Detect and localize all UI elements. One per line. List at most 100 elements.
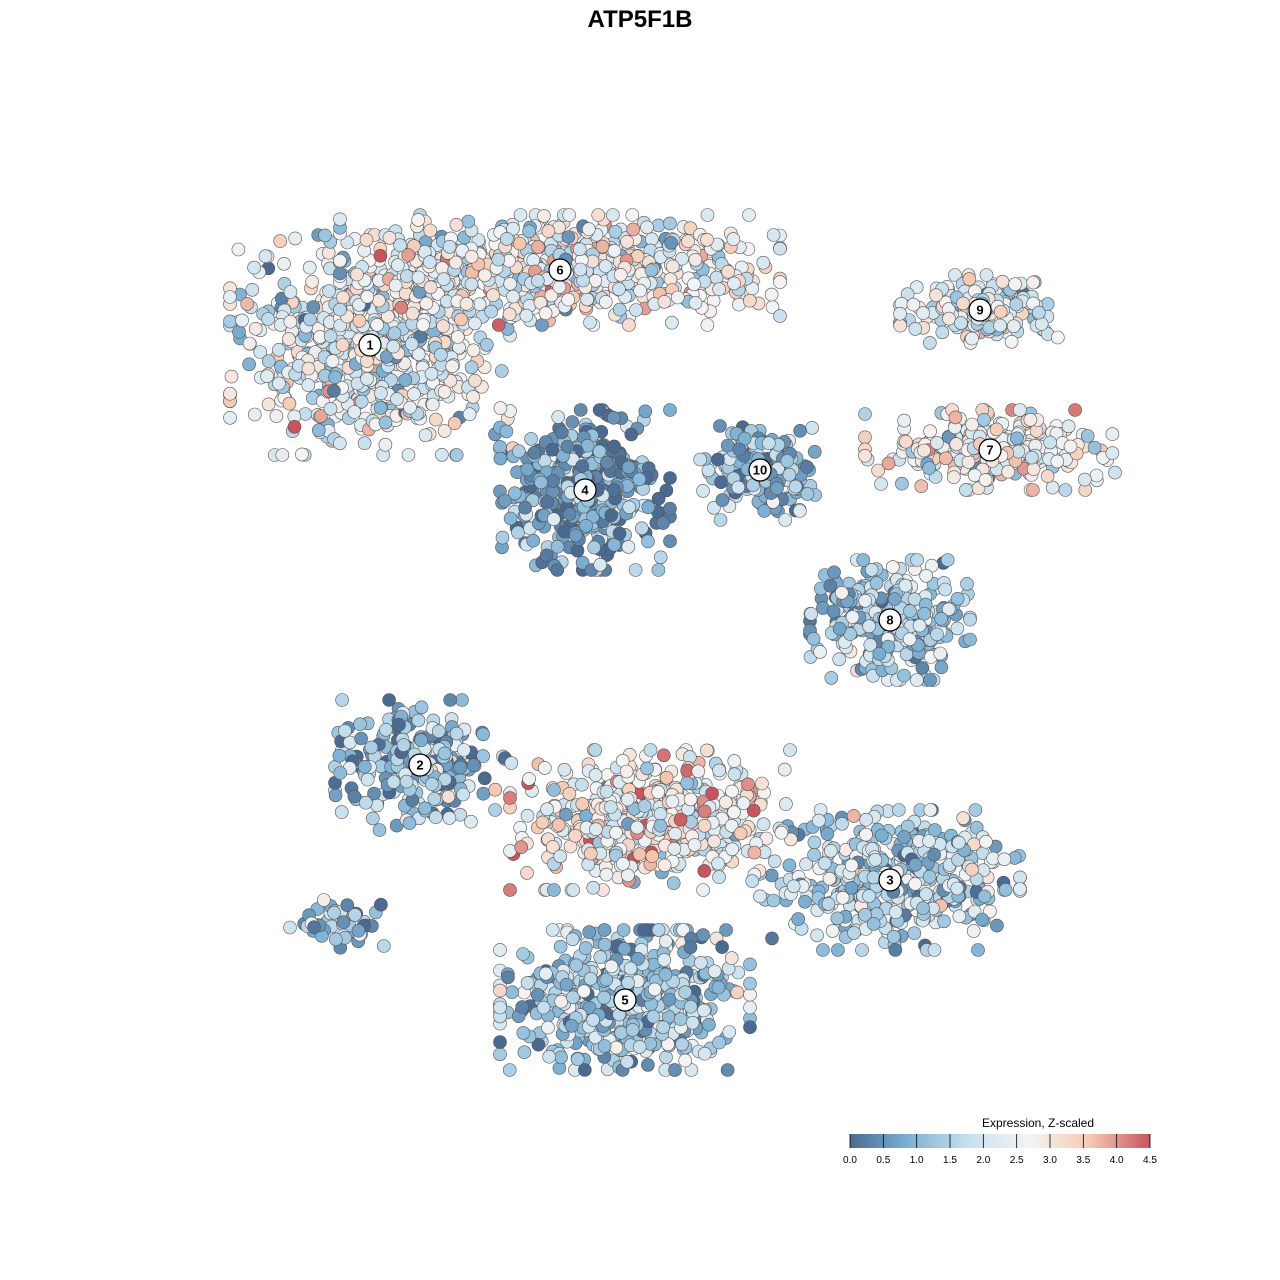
cell-point — [511, 525, 525, 540]
cell-point — [977, 889, 992, 904]
cell-point — [935, 325, 950, 340]
cell-point — [696, 928, 710, 942]
cell-point — [354, 731, 368, 746]
cell-point — [599, 867, 614, 882]
cell-point — [392, 717, 406, 732]
cell-point — [550, 539, 565, 554]
cell-point — [1045, 480, 1060, 495]
cell-point — [537, 761, 552, 775]
cell-point — [423, 280, 438, 295]
legend-tick-label: 2.0 — [976, 1155, 990, 1166]
cell-point — [358, 795, 373, 810]
cell-point — [505, 985, 519, 1000]
cell-point — [459, 296, 474, 311]
cell-point — [242, 336, 257, 351]
cell-point — [930, 436, 944, 450]
cell-point — [962, 272, 977, 286]
cell-point — [614, 1026, 629, 1040]
cell-point — [504, 756, 519, 770]
cell-point — [697, 1046, 712, 1061]
cluster-label-text: 6 — [556, 263, 563, 278]
cell-point — [641, 500, 656, 515]
cell-point — [668, 826, 683, 841]
cell-point — [503, 791, 517, 805]
cell-point — [651, 785, 666, 799]
cell-point — [726, 232, 741, 246]
cell-point — [604, 959, 619, 974]
cell-point — [560, 439, 575, 454]
cell-point — [609, 825, 623, 840]
cell-point — [712, 870, 726, 884]
cell-point — [1023, 412, 1038, 427]
cell-point — [390, 392, 404, 406]
cluster-label-3: 3 — [878, 868, 902, 892]
cell-point — [579, 518, 593, 533]
cell-point — [670, 290, 685, 305]
cell-point — [583, 971, 598, 986]
cell-point — [800, 487, 815, 501]
cell-point — [588, 768, 603, 782]
cell-point — [874, 828, 889, 843]
cell-point — [622, 318, 636, 332]
cell-point — [806, 631, 821, 646]
cell-point — [554, 1050, 568, 1065]
cell-point — [572, 242, 587, 257]
cell-point — [603, 800, 618, 814]
cell-point — [328, 788, 343, 803]
cell-point — [830, 911, 845, 926]
cluster-label-5: 5 — [613, 988, 637, 1012]
cell-point — [687, 277, 701, 292]
cell-point — [502, 307, 517, 322]
cell-point — [382, 693, 396, 707]
cell-point — [832, 652, 847, 667]
cell-point — [910, 553, 924, 567]
cell-point — [431, 724, 446, 739]
cell-point — [566, 883, 581, 897]
cell-point — [248, 407, 262, 422]
cell-point — [288, 231, 303, 246]
cell-point — [621, 975, 635, 990]
cell-point — [665, 794, 680, 809]
cell-point — [303, 312, 317, 327]
cell-point — [524, 432, 538, 446]
cell-point — [437, 385, 452, 399]
cell-point — [314, 409, 328, 423]
cell-point — [405, 306, 420, 321]
cell-point — [379, 722, 393, 737]
cell-point — [950, 881, 965, 896]
cell-point — [707, 834, 722, 849]
cell-point — [657, 294, 672, 309]
cell-point — [582, 925, 597, 939]
cell-point — [1058, 483, 1073, 497]
cell-point — [333, 318, 348, 333]
cell-point — [824, 671, 839, 685]
cell-point — [696, 484, 710, 498]
cell-point — [713, 513, 728, 527]
cell-point — [656, 748, 671, 763]
cell-point — [742, 208, 756, 222]
cell-point — [923, 673, 937, 687]
cell-point — [998, 882, 1013, 897]
cell-point — [450, 330, 465, 344]
cell-point — [641, 1058, 655, 1072]
cell-point — [959, 483, 973, 497]
cell-point — [354, 394, 369, 409]
cell-point — [960, 577, 974, 591]
cell-point — [747, 845, 762, 860]
cell-point — [488, 803, 502, 817]
cell-point — [547, 883, 561, 897]
cell-point — [844, 881, 859, 895]
cell-point — [578, 941, 593, 956]
cell-point — [938, 451, 953, 466]
cell-point — [422, 255, 437, 269]
cell-point — [825, 924, 840, 938]
cell-point — [743, 957, 757, 972]
cell-point — [804, 607, 819, 621]
cell-point — [780, 454, 795, 468]
cell-point — [359, 233, 374, 247]
cell-point — [545, 442, 560, 457]
cell-point — [390, 258, 405, 272]
cell-point — [305, 274, 320, 289]
cell-point — [592, 444, 607, 459]
cell-point — [621, 540, 636, 554]
